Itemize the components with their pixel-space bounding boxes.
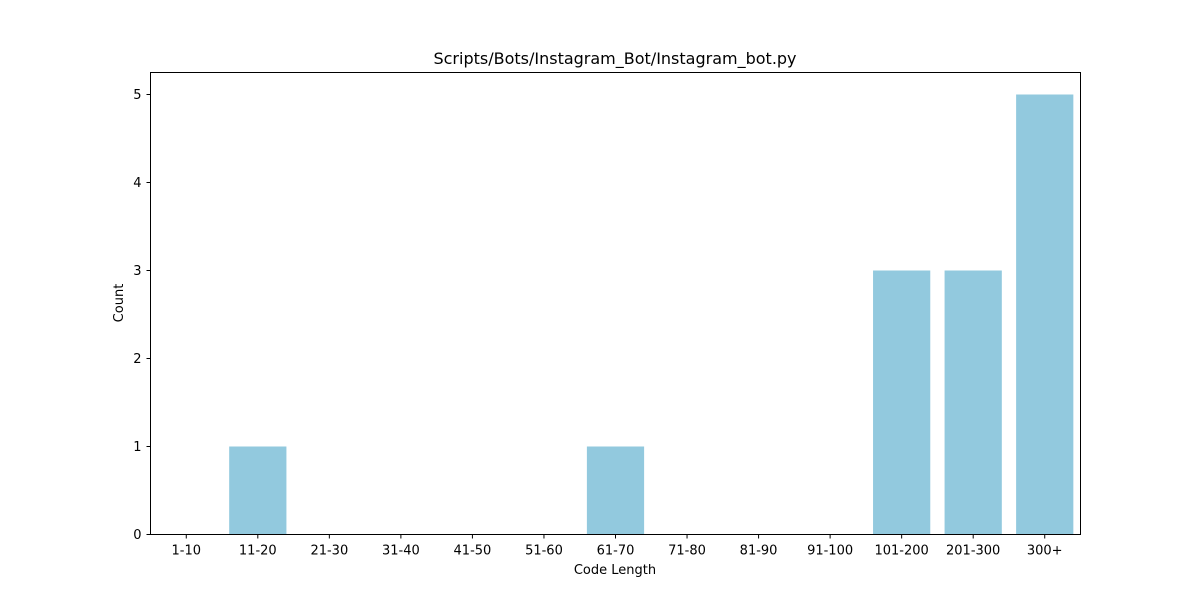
y-tick-label: 4 [133,176,141,191]
x-tick-label: 51-60 [525,544,563,559]
y-tick-label: 3 [133,264,141,279]
y-tick-label: 2 [133,352,141,367]
y-axis-ticks: 0 1 2 3 4 5 [133,88,151,543]
x-tick-label: 31-40 [382,544,420,559]
bar-101-200 [873,270,931,535]
x-tick-label: 61-70 [597,544,635,559]
bar-201-300 [944,270,1002,535]
bars-group [229,94,1074,535]
bar-11-20 [229,446,287,535]
bar-61-70 [586,446,645,535]
x-tick-label: 21-30 [310,544,348,559]
x-tick-label: 81-90 [740,544,778,559]
x-axis-label: Code Length [574,563,656,578]
x-tick-label: 71-80 [668,544,706,559]
x-tick-label: 300+ [1027,544,1063,559]
x-tick-label: 201-300 [946,544,1000,559]
y-tick-label: 0 [133,528,141,543]
bar-300+ [1016,94,1074,535]
x-tick-label: 41-50 [454,544,492,559]
x-tick-label: 1-10 [172,544,202,559]
x-tick-label: 101-200 [874,544,928,559]
x-axis-ticks: 1-10 11-20 21-30 31-40 41-50 51-60 61-70 71-80 8… [172,534,1063,559]
y-tick-label: 1 [133,440,141,455]
x-tick-label: 11-20 [239,544,277,559]
y-axis-label: Count [112,284,127,323]
x-tick-label: 91-100 [807,544,853,559]
y-tick-label: 5 [133,88,141,103]
chart-title: Scripts/Bots/Instagram_Bot/Instagram_bot… [433,49,796,69]
